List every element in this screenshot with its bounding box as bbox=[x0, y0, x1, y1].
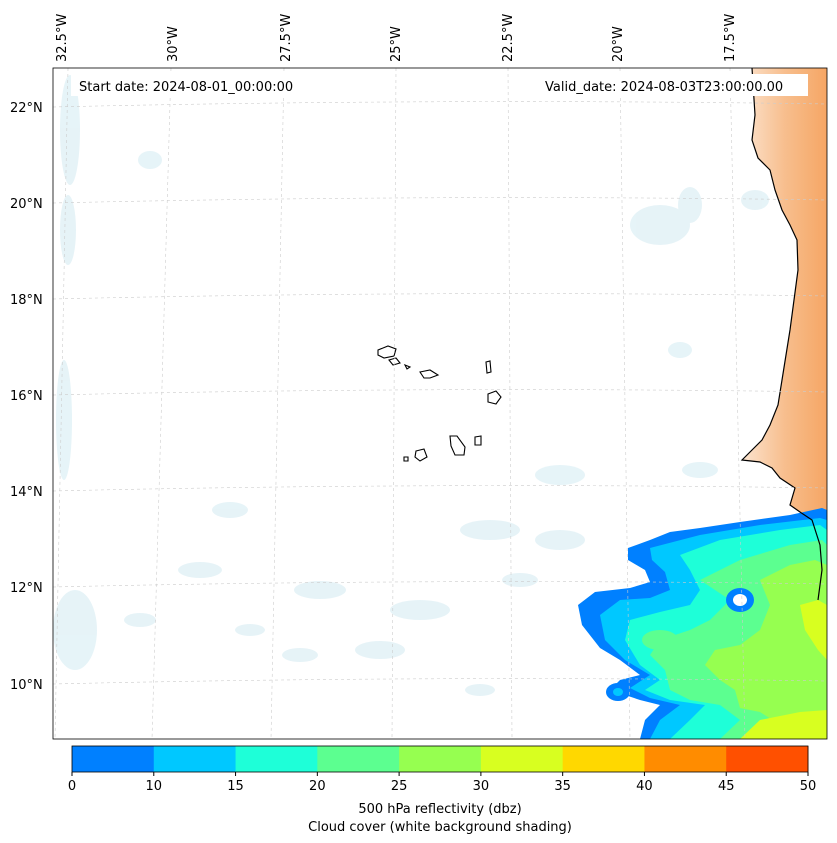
colorbar-tick-label: 25 bbox=[391, 779, 408, 794]
colorbar-sublabel: Cloud cover (white background shading) bbox=[308, 820, 572, 835]
island-sal bbox=[485, 360, 492, 374]
lat-label: 10°N bbox=[10, 678, 43, 693]
lat-label: 16°N bbox=[10, 389, 43, 404]
colorbar-swatch bbox=[399, 746, 482, 772]
island-santiago bbox=[449, 435, 466, 456]
colorbar: 0 10 15 20 25 30 35 40 45 50 500 hPa reflectivity… bbox=[68, 745, 817, 835]
lon-label: 32.5°W bbox=[55, 14, 70, 62]
africa-coastline bbox=[740, 68, 823, 601]
island-sao-vicente bbox=[388, 357, 401, 366]
colorbar-tick-label: 40 bbox=[636, 779, 653, 794]
map-frame bbox=[52, 67, 828, 740]
reflectivity-level-25 bbox=[705, 560, 827, 739]
colorbar-tick-label: 50 bbox=[800, 779, 817, 794]
valid-date-label: Valid_date: 2024-08-03T23:00:00.00 bbox=[545, 80, 783, 95]
island-brava bbox=[403, 456, 409, 462]
cloud-cover-shading bbox=[53, 75, 769, 696]
colorbar-frame bbox=[71, 745, 809, 773]
cape-verde-islands bbox=[377, 345, 502, 462]
reflectivity-cell-core bbox=[613, 688, 623, 696]
colorbar-swatch bbox=[726, 746, 809, 772]
lat-label: 12°N bbox=[10, 581, 43, 596]
island-maio bbox=[474, 435, 482, 446]
reflectivity-hole-core bbox=[733, 594, 747, 606]
colorbar-tick-label: 30 bbox=[473, 779, 490, 794]
lat-label: 18°N bbox=[10, 293, 43, 308]
longitude-labels: 32.5°W 30°W 27.5°W 25°W 22.5°W 20°W 17.5… bbox=[55, 14, 738, 62]
colorbar-tick-label: 35 bbox=[554, 779, 571, 794]
latitude-labels: 22°N 20°N 18°N 16°N 14°N 12°N 10°N bbox=[10, 101, 43, 693]
reflectivity-level-30b bbox=[740, 710, 827, 739]
lon-label: 22.5°W bbox=[501, 14, 516, 62]
colorbar-swatch bbox=[72, 746, 155, 772]
reflectivity-patch bbox=[642, 630, 678, 650]
colorbar-tick-label: 10 bbox=[146, 779, 163, 794]
lon-label: 20°W bbox=[611, 26, 626, 62]
island-small bbox=[403, 363, 412, 370]
island-boa-vista bbox=[487, 390, 502, 405]
colorbar-label: 500 hPa reflectivity (dbz) bbox=[358, 802, 521, 817]
lon-label: 27.5°W bbox=[279, 14, 294, 62]
colorbar-tick-label: 45 bbox=[718, 779, 735, 794]
valid-date-box bbox=[538, 74, 808, 96]
colorbar-swatch bbox=[480, 746, 564, 772]
colorbar-swatch bbox=[153, 746, 237, 772]
lon-label: 30°W bbox=[166, 26, 181, 62]
lat-label: 14°N bbox=[10, 485, 43, 500]
colorbar-swatch bbox=[562, 746, 645, 772]
lon-label: 25°W bbox=[389, 26, 404, 62]
reflectivity-field bbox=[578, 508, 827, 739]
graticule bbox=[53, 68, 827, 739]
lon-label: 17.5°W bbox=[723, 14, 738, 62]
start-date-label: Start date: 2024-08-01_00:00:00 bbox=[79, 80, 293, 95]
island-fogo bbox=[414, 448, 428, 462]
africa-land bbox=[742, 68, 827, 515]
colorbar-swatch bbox=[644, 746, 727, 772]
colorbar-tick-label: 0 bbox=[68, 779, 76, 794]
start-date-box bbox=[71, 74, 311, 96]
reflectivity-level-30 bbox=[800, 600, 827, 660]
island-sao-nicolau bbox=[419, 369, 440, 379]
lat-label: 22°N bbox=[10, 101, 43, 116]
colorbar-tick-label: 20 bbox=[309, 779, 326, 794]
colorbar-swatch bbox=[317, 746, 400, 772]
colorbar-tick-label: 15 bbox=[227, 779, 244, 794]
lat-label: 20°N bbox=[10, 197, 43, 212]
colorbar-swatch bbox=[235, 746, 318, 772]
